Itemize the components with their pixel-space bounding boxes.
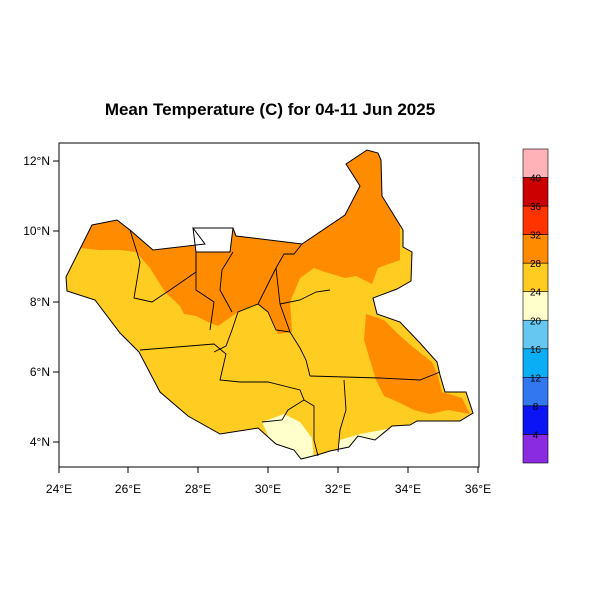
colorbar-swatch <box>522 262 549 293</box>
map-title: Mean Temperature (C) for 04-11 Jun 2025 <box>104 100 436 119</box>
colorbar-swatch <box>522 434 549 464</box>
colorbar-swatch <box>522 234 549 264</box>
colorbar-label: 24 <box>530 288 542 299</box>
colorbar-label: 12 <box>530 373 542 384</box>
colorbar-label: 40 <box>530 174 542 185</box>
colorbar-swatch <box>522 405 549 435</box>
x-tick-label: 26°E <box>115 482 141 496</box>
colorbar-swatch <box>522 291 549 321</box>
colorbar-swatch <box>522 319 549 350</box>
x-tick-label: 28°E <box>185 482 211 496</box>
plot-frame <box>58 142 480 468</box>
neighbor-notch <box>192 227 234 253</box>
state-boundaries <box>129 229 441 457</box>
colorbar-label: 8 <box>533 402 539 413</box>
y-tick-label: 4°N <box>30 435 50 449</box>
mild-band-southwest <box>262 414 314 459</box>
y-tick-label: 10°N <box>23 224 50 238</box>
hot-band-east <box>364 314 470 414</box>
colorbar-swatch <box>522 205 549 235</box>
x-tick-label: 34°E <box>395 482 421 496</box>
colorbar-label: 32 <box>530 231 542 242</box>
y-tick-label: 6°N <box>30 365 50 379</box>
x-tick-label: 30°E <box>255 482 281 496</box>
y-tick-label: 12°N <box>23 154 50 168</box>
axis-ticks <box>53 160 479 473</box>
colorbar-label: 28 <box>530 259 542 270</box>
x-tick-label: 24°E <box>46 482 72 496</box>
colorbar-label: 4 <box>533 430 539 441</box>
x-tick-label: 32°E <box>325 482 351 496</box>
colorbar-swatch <box>522 377 549 407</box>
colorbar-label: 20 <box>530 316 542 327</box>
colorbar: 40 36 32 28 24 20 16 12 8 4 <box>522 148 549 464</box>
y-tick-label: 8°N <box>30 295 50 309</box>
colorbar-label: 16 <box>530 345 542 356</box>
colorbar-label: 36 <box>530 202 542 213</box>
colorbar-swatch <box>522 348 549 378</box>
country-outline <box>65 149 474 460</box>
x-tick-label: 36°E <box>465 482 491 496</box>
